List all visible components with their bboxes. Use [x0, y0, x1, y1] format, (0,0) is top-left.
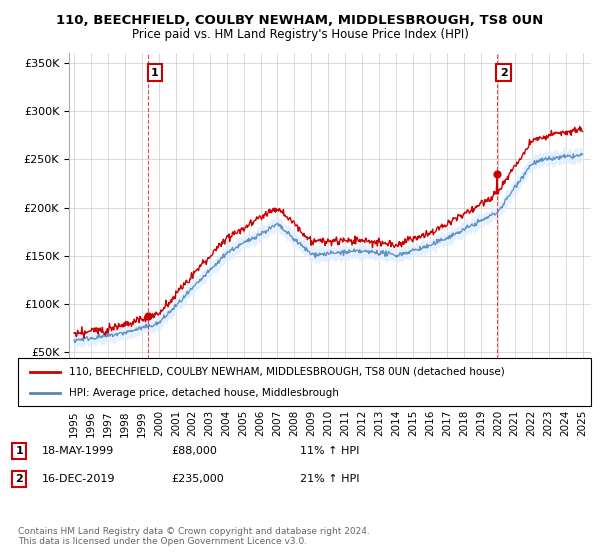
- Text: 21% ↑ HPI: 21% ↑ HPI: [300, 474, 359, 484]
- Text: 18-MAY-1999: 18-MAY-1999: [42, 446, 114, 456]
- Text: HPI: Average price, detached house, Middlesbrough: HPI: Average price, detached house, Midd…: [69, 388, 339, 398]
- Text: £235,000: £235,000: [171, 474, 224, 484]
- Text: 11% ↑ HPI: 11% ↑ HPI: [300, 446, 359, 456]
- Text: 1: 1: [16, 446, 23, 456]
- Text: 2: 2: [16, 474, 23, 484]
- Text: Contains HM Land Registry data © Crown copyright and database right 2024.
This d: Contains HM Land Registry data © Crown c…: [18, 526, 370, 546]
- Text: 110, BEECHFIELD, COULBY NEWHAM, MIDDLESBROUGH, TS8 0UN (detached house): 110, BEECHFIELD, COULBY NEWHAM, MIDDLESB…: [69, 367, 505, 377]
- Text: Price paid vs. HM Land Registry's House Price Index (HPI): Price paid vs. HM Land Registry's House …: [131, 28, 469, 41]
- Text: 16-DEC-2019: 16-DEC-2019: [42, 474, 115, 484]
- Point: [143, 311, 153, 320]
- Text: £88,000: £88,000: [171, 446, 217, 456]
- Text: 1: 1: [151, 68, 158, 78]
- Text: 110, BEECHFIELD, COULBY NEWHAM, MIDDLESBROUGH, TS8 0UN: 110, BEECHFIELD, COULBY NEWHAM, MIDDLESB…: [56, 14, 544, 27]
- Point: [493, 169, 502, 178]
- Text: 2: 2: [500, 68, 508, 78]
